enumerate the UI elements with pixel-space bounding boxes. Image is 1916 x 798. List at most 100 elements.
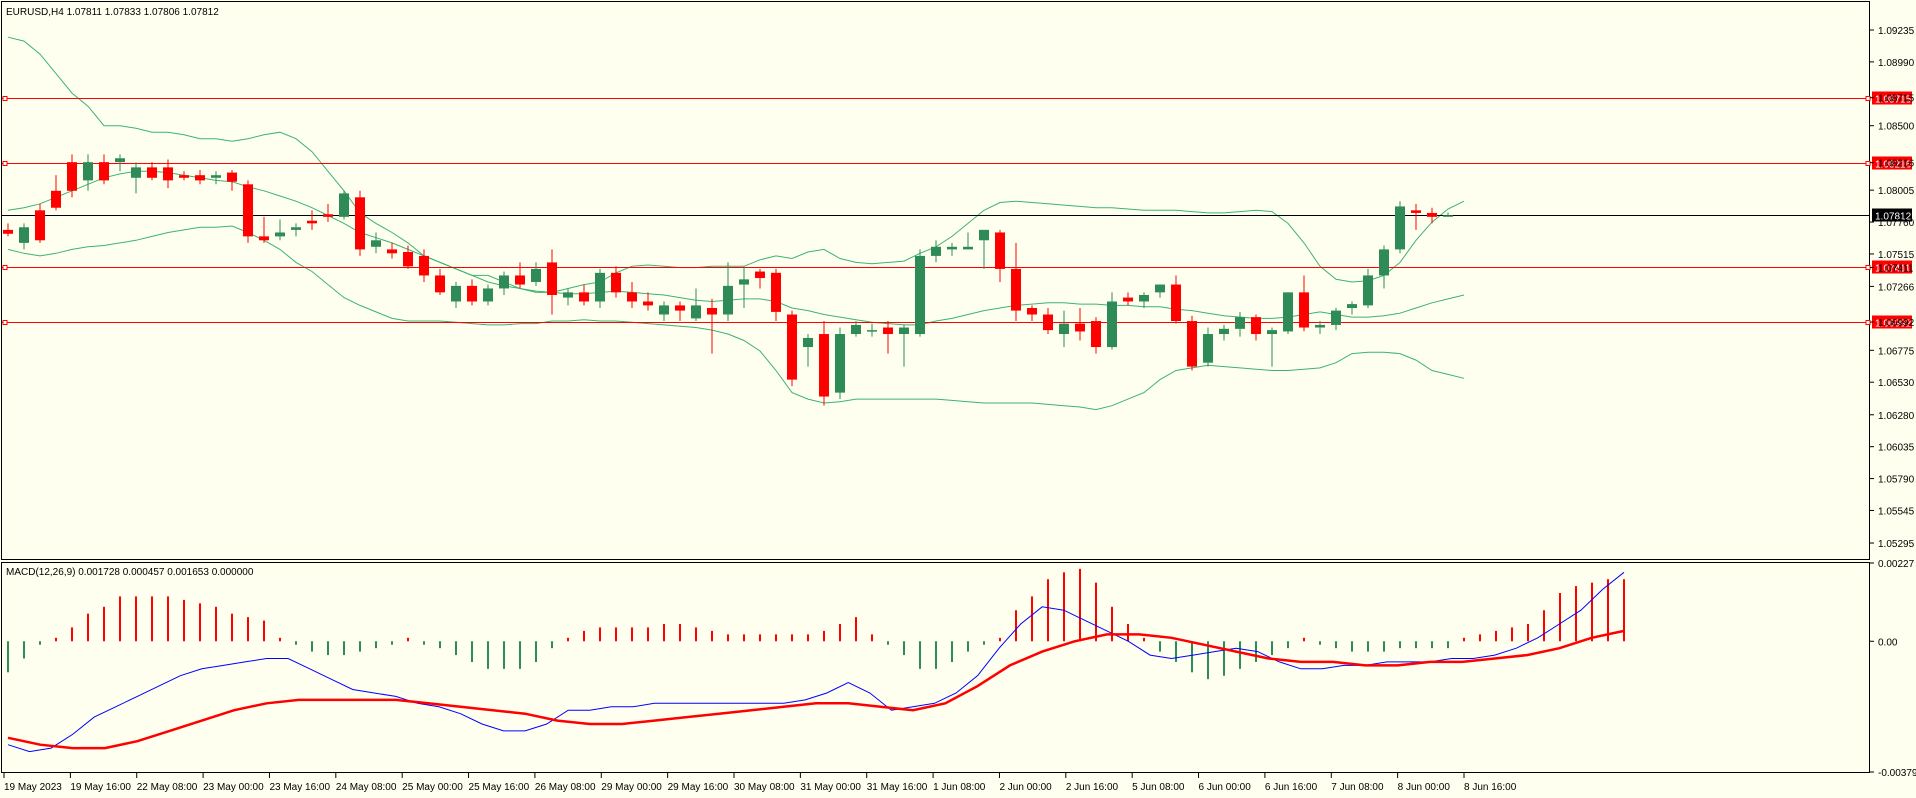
bear-candle [1091,321,1101,348]
price-tick-label: 1.08005 [1878,186,1915,197]
price-tick-label: 1.05545 [1878,506,1915,517]
level-price-label: 1.06992 [1875,319,1912,330]
time-tick-label: 29 May 00:00 [601,782,662,793]
level-anchor [1865,265,1871,270]
bull-candle [1315,324,1325,328]
level-price-label: 1.08715 [1875,95,1912,106]
bull-candle [115,158,125,163]
price-tick-label: 1.07266 [1878,282,1915,293]
bear-candle [307,220,317,224]
price-tick-label: 1.07411 [1878,263,1914,274]
bull-candle [867,330,877,332]
bear-candle [419,255,429,276]
bear-candle [1075,323,1085,332]
bull-candle [979,229,989,241]
bear-candle [1427,212,1437,217]
bull-candle [1139,294,1149,302]
time-tick-label: 31 May 00:00 [800,782,861,793]
bull-candle [947,246,957,250]
bear-candle [403,252,413,267]
bull-candle [1203,334,1213,363]
bull-candle [275,232,285,237]
current-price-tag [1872,208,1912,222]
bear-candle [883,327,893,335]
bear-candle [643,301,653,306]
bear-candle [1043,314,1053,331]
bear-candle [243,184,253,237]
bull-candle [1363,275,1373,306]
price-tick-label: 1.08500 [1878,122,1915,133]
bull-candle [899,327,909,335]
horizontal-levels[interactable]: 1.08715 1.08216 1.07411 1.06992 1.07812 [2,91,1912,330]
price-tick-label: 1.09235 [1878,26,1915,37]
bear-candle [755,271,765,279]
bull-candle [19,227,29,243]
level-price-tag [1872,260,1912,274]
bull-candle [291,227,301,230]
time-tick-label: 2 Jun 16:00 [1066,782,1119,793]
bull-candle [931,246,941,256]
time-tick-label: 24 May 08:00 [336,782,397,793]
bear-candle [1171,284,1181,322]
level-anchor [2,161,8,166]
level-anchor [2,265,8,270]
time-tick-label: 25 May 00:00 [402,782,463,793]
time-tick-label: 29 May 16:00 [668,782,729,793]
bull-candle [339,193,349,217]
time-tick-label: 8 Jun 16:00 [1464,782,1517,793]
bear-candle [1411,210,1421,213]
price-tick-label: 1.07760 [1878,218,1915,229]
macd-indicator: 0.00227 0.00 -0.003792 [7,559,1916,779]
bull-candle [563,292,573,298]
bear-candle [195,175,205,181]
bear-candle [323,214,333,217]
bear-candle [51,190,61,208]
level-anchor [1865,96,1871,101]
macd-tick-label: 0.00227 [1878,559,1915,570]
bear-candle [99,162,109,181]
bull-candle [963,246,973,250]
bear-candle [771,272,781,312]
bear-candle [819,334,829,397]
price-axis: 1.09235 1.08990 1.08715 1.08500 1.08216 1.080… [1870,26,1915,550]
candles [3,154,1453,406]
time-tick-label: 31 May 16:00 [867,782,928,793]
bull-candle [1331,310,1341,325]
time-tick-label: 2 Jun 00:00 [999,782,1052,793]
time-tick-label: 6 Jun 16:00 [1265,782,1318,793]
time-tick-label: 19 May 2023 [4,782,62,793]
bear-candle [611,272,621,293]
time-tick-label: 30 May 08:00 [734,782,795,793]
bear-candle [1299,292,1309,328]
chart-title: EURUSD,H4 1.07811 1.07833 1.07806 1.0781… [6,7,219,18]
price-tick-label: 1.05790 [1878,475,1915,486]
time-tick-label: 5 Jun 08:00 [1132,782,1185,793]
macd-tick-label: -0.003792 [1878,768,1916,779]
price-tick-label: 1.06992 [1878,318,1915,329]
time-tick-label: 23 May 00:00 [203,782,264,793]
macd-panel-frame [1,562,1870,773]
bear-candle [1011,268,1021,311]
price-tick-label: 1.06035 [1878,443,1915,454]
level-price-label: 1.07411 [1875,264,1911,275]
level-price-tag [1872,91,1912,105]
bull-candle [1219,328,1229,335]
time-tick-label: 6 Jun 00:00 [1199,782,1252,793]
bull-candle [835,334,845,393]
bear-candle [787,314,797,380]
bull-candle [659,305,669,315]
bear-candle [355,197,365,250]
level-price-tag [1872,156,1912,170]
bull-candle [1443,215,1453,217]
time-tick-label: 22 May 08:00 [137,782,198,793]
bull-candle [211,175,221,178]
bull-candle [1283,292,1293,332]
price-tick-label: 1.08216 [1878,159,1915,170]
bull-candle [739,279,749,285]
bull-candle [1379,249,1389,276]
bull-candle [531,268,541,282]
time-tick-label: 23 May 16:00 [269,782,330,793]
bull-candle [691,305,701,319]
